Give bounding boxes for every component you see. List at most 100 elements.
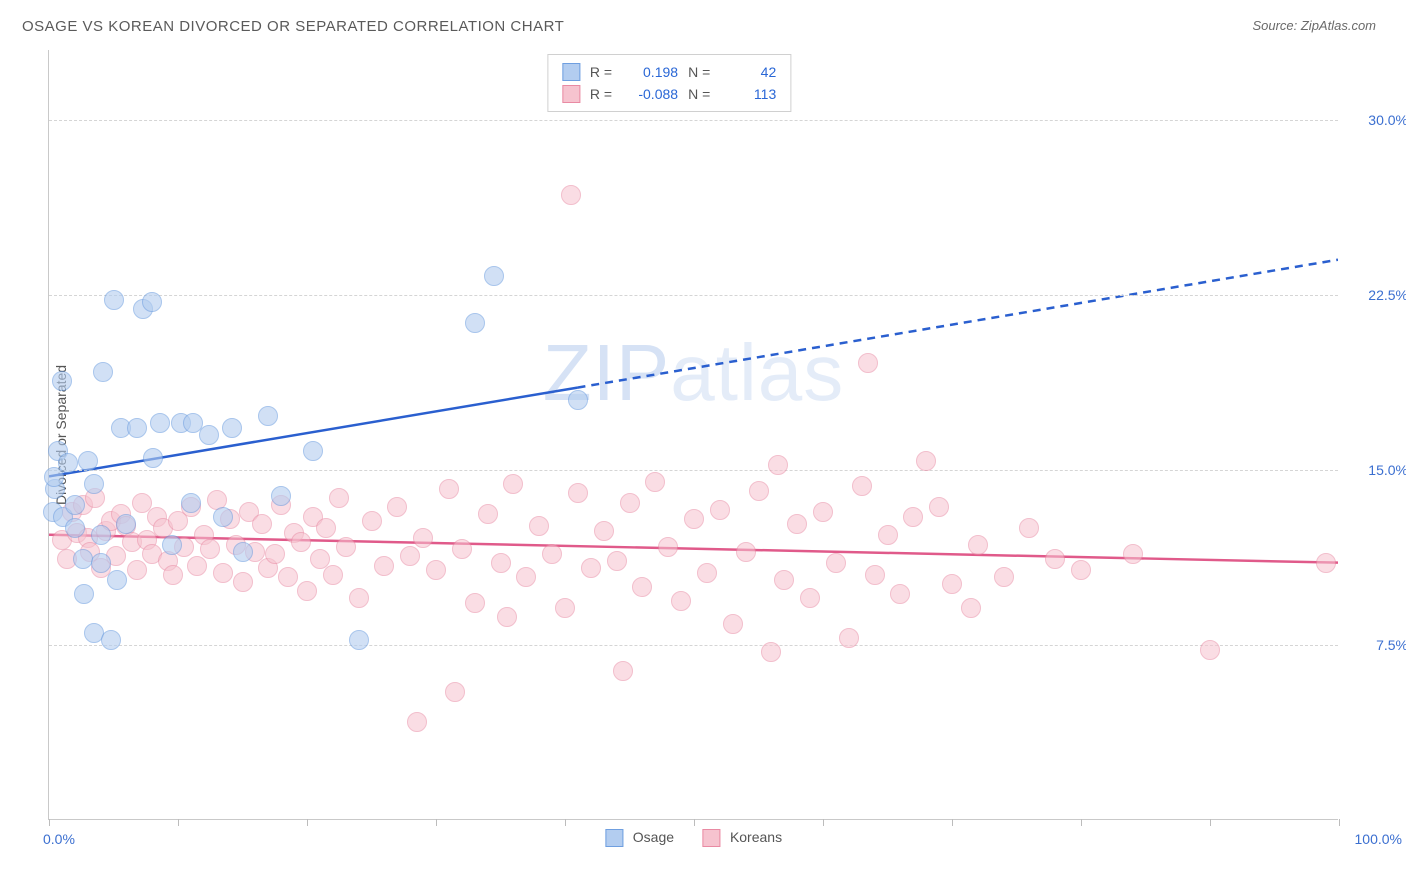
x-tick [1339,819,1340,826]
data-point-koreans [163,565,183,585]
data-point-koreans [1071,560,1091,580]
x-tick [178,819,179,826]
data-point-koreans [316,518,336,538]
data-point-koreans [723,614,743,634]
x-tick [565,819,566,826]
data-point-koreans [568,483,588,503]
x-tick [823,819,824,826]
data-point-koreans [336,537,356,557]
legend-swatch-koreans [562,85,580,103]
legend-n-label: N = [688,61,710,83]
data-point-koreans [445,682,465,702]
data-point-koreans [787,514,807,534]
data-point-koreans [632,577,652,597]
chart-area: Divorced or Separated ZIPatlas R = 0.198… [48,50,1338,820]
data-point-osage [127,418,147,438]
legend-correlation: R = 0.198 N = 42 R = -0.088 N = 113 [547,54,791,112]
data-point-koreans [903,507,923,527]
grid-line [49,470,1338,471]
data-point-koreans [645,472,665,492]
x-tick [952,819,953,826]
y-tick-label: 22.5% [1368,287,1406,303]
legend-swatch-osage [605,829,623,847]
x-tick [1210,819,1211,826]
data-point-koreans [710,500,730,520]
data-point-koreans [929,497,949,517]
data-point-koreans [684,509,704,529]
data-point-koreans [839,628,859,648]
data-point-koreans [968,535,988,555]
legend-item-osage: Osage [605,829,674,847]
data-point-koreans [736,542,756,562]
data-point-koreans [291,532,311,552]
data-point-koreans [329,488,349,508]
data-point-koreans [529,516,549,536]
legend-r-label: R = [590,83,612,105]
data-point-koreans [1045,549,1065,569]
data-point-koreans [813,502,833,522]
data-point-koreans [278,567,298,587]
data-point-koreans [994,567,1014,587]
data-point-koreans [858,353,878,373]
legend-swatch-osage [562,63,580,81]
data-point-koreans [749,481,769,501]
data-point-koreans [542,544,562,564]
x-tick-max: 100.0% [1355,831,1402,847]
data-point-koreans [561,185,581,205]
trend-lines [49,50,1338,819]
data-point-koreans [826,553,846,573]
data-point-osage [222,418,242,438]
data-point-osage [465,313,485,333]
data-point-koreans [1316,553,1336,573]
legend-n-label: N = [688,83,710,105]
x-tick [694,819,695,826]
data-point-koreans [465,593,485,613]
legend-series: Osage Koreans [605,829,782,847]
legend-r-label: R = [590,61,612,83]
data-point-osage [181,493,201,513]
data-point-koreans [878,525,898,545]
data-point-koreans [658,537,678,557]
legend-label-osage: Osage [633,829,674,845]
data-point-osage [52,371,72,391]
data-point-osage [271,486,291,506]
data-point-osage [143,448,163,468]
data-point-koreans [252,514,272,534]
data-point-koreans [1200,640,1220,660]
data-point-koreans [555,598,575,618]
data-point-osage [116,514,136,534]
data-point-osage [258,406,278,426]
chart-source: Source: ZipAtlas.com [1252,18,1376,33]
data-point-koreans [426,560,446,580]
data-point-koreans [865,565,885,585]
legend-row-osage: R = 0.198 N = 42 [562,61,776,83]
watermark: ZIPatlas [543,327,844,419]
data-point-koreans [323,565,343,585]
data-point-koreans [349,588,369,608]
data-point-koreans [768,455,788,475]
data-point-koreans [503,474,523,494]
data-point-osage [142,292,162,312]
data-point-osage [303,441,323,461]
data-point-koreans [1019,518,1039,538]
legend-swatch-koreans [702,829,720,847]
legend-koreans-r: -0.088 [622,83,678,105]
data-point-koreans [127,560,147,580]
x-tick [307,819,308,826]
grid-line [49,645,1338,646]
data-point-osage [101,630,121,650]
data-point-koreans [374,556,394,576]
legend-row-koreans: R = -0.088 N = 113 [562,83,776,105]
data-point-osage [65,495,85,515]
legend-koreans-n: 113 [720,83,776,105]
data-point-osage [65,518,85,538]
data-point-osage [91,525,111,545]
legend-item-koreans: Koreans [702,829,782,847]
legend-label-koreans: Koreans [730,829,782,845]
data-point-koreans [890,584,910,604]
data-point-osage [91,553,111,573]
data-point-koreans [607,551,627,571]
x-tick [49,819,50,826]
data-point-koreans [852,476,872,496]
data-point-osage [107,570,127,590]
